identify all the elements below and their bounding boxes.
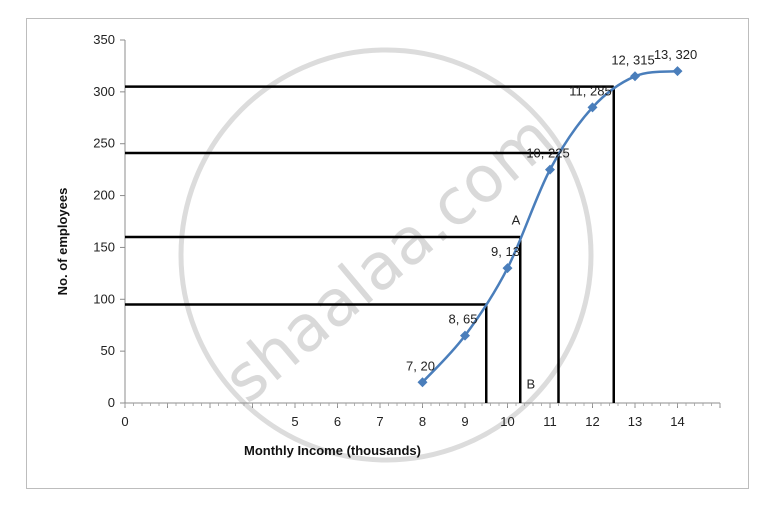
watermark-circle <box>178 47 594 463</box>
x-tick-label: 11 <box>543 414 557 429</box>
x-axis-title: Monthly Income (thousands) <box>244 443 421 458</box>
annotation-label: B <box>527 376 536 391</box>
reference-lines <box>125 85 615 403</box>
data-point-marker <box>630 71 640 82</box>
axes: 0 50 100 150 200 250 300 350 0 5 6 7 8 9 10 11 12 13 14 <box>93 32 721 429</box>
y-tick-label: 150 <box>93 239 115 254</box>
data-label: 7, 20 <box>406 358 435 373</box>
x-tick-label: 0 <box>121 414 128 429</box>
series-group <box>417 66 683 388</box>
data-label: 10, 225 <box>526 146 569 161</box>
x-tick-label: 7 <box>376 414 383 429</box>
data-point-marker <box>417 377 428 388</box>
x-tick-label: 9 <box>461 414 468 429</box>
y-axis-title: No. of employees <box>55 188 70 296</box>
x-tick-label: 14 <box>670 414 684 429</box>
data-label: 11, 285 <box>569 83 611 98</box>
y-tick-label: 100 <box>93 291 115 306</box>
y-tick-label: 200 <box>93 188 115 203</box>
annotation-label: A <box>512 213 521 228</box>
x-tick-label: 12 <box>585 414 599 429</box>
y-tick-label: 250 <box>93 136 115 151</box>
x-tick-label: 8 <box>419 414 426 429</box>
x-tick-label: 10 <box>500 414 514 429</box>
data-label: 13, 320 <box>654 47 697 62</box>
y-tick-label: 0 <box>108 395 115 410</box>
data-point-marker <box>502 263 513 274</box>
data-label: 8, 65 <box>449 312 478 327</box>
data-label: 9, 13 <box>491 244 520 259</box>
data-point-marker <box>672 66 683 77</box>
y-tick-label: 300 <box>93 84 115 99</box>
y-tick-label: 350 <box>93 32 115 47</box>
data-label: 12, 315 <box>611 52 654 67</box>
data-point-marker <box>545 164 555 175</box>
chart-svg: shaalaa.com 0 50 100 150 200 250 300 350 0 5 6 7 8 9 1… <box>55 32 721 463</box>
data-labels: 7, 20 8, 65 9, 13 10, 225 11, 285 12, 315 13, … <box>406 47 697 391</box>
x-tick-label: 6 <box>334 414 341 429</box>
x-tick-label: 13 <box>628 414 642 429</box>
data-point-marker <box>460 330 470 341</box>
watermark: shaalaa.com <box>178 47 594 463</box>
y-tick-label: 50 <box>101 343 115 358</box>
data-point-marker <box>587 102 598 113</box>
x-tick-label: 5 <box>291 414 298 429</box>
chart-frame: shaalaa.com 0 50 100 150 200 250 300 350 0 5 6 7 8 9 1… <box>26 18 749 489</box>
